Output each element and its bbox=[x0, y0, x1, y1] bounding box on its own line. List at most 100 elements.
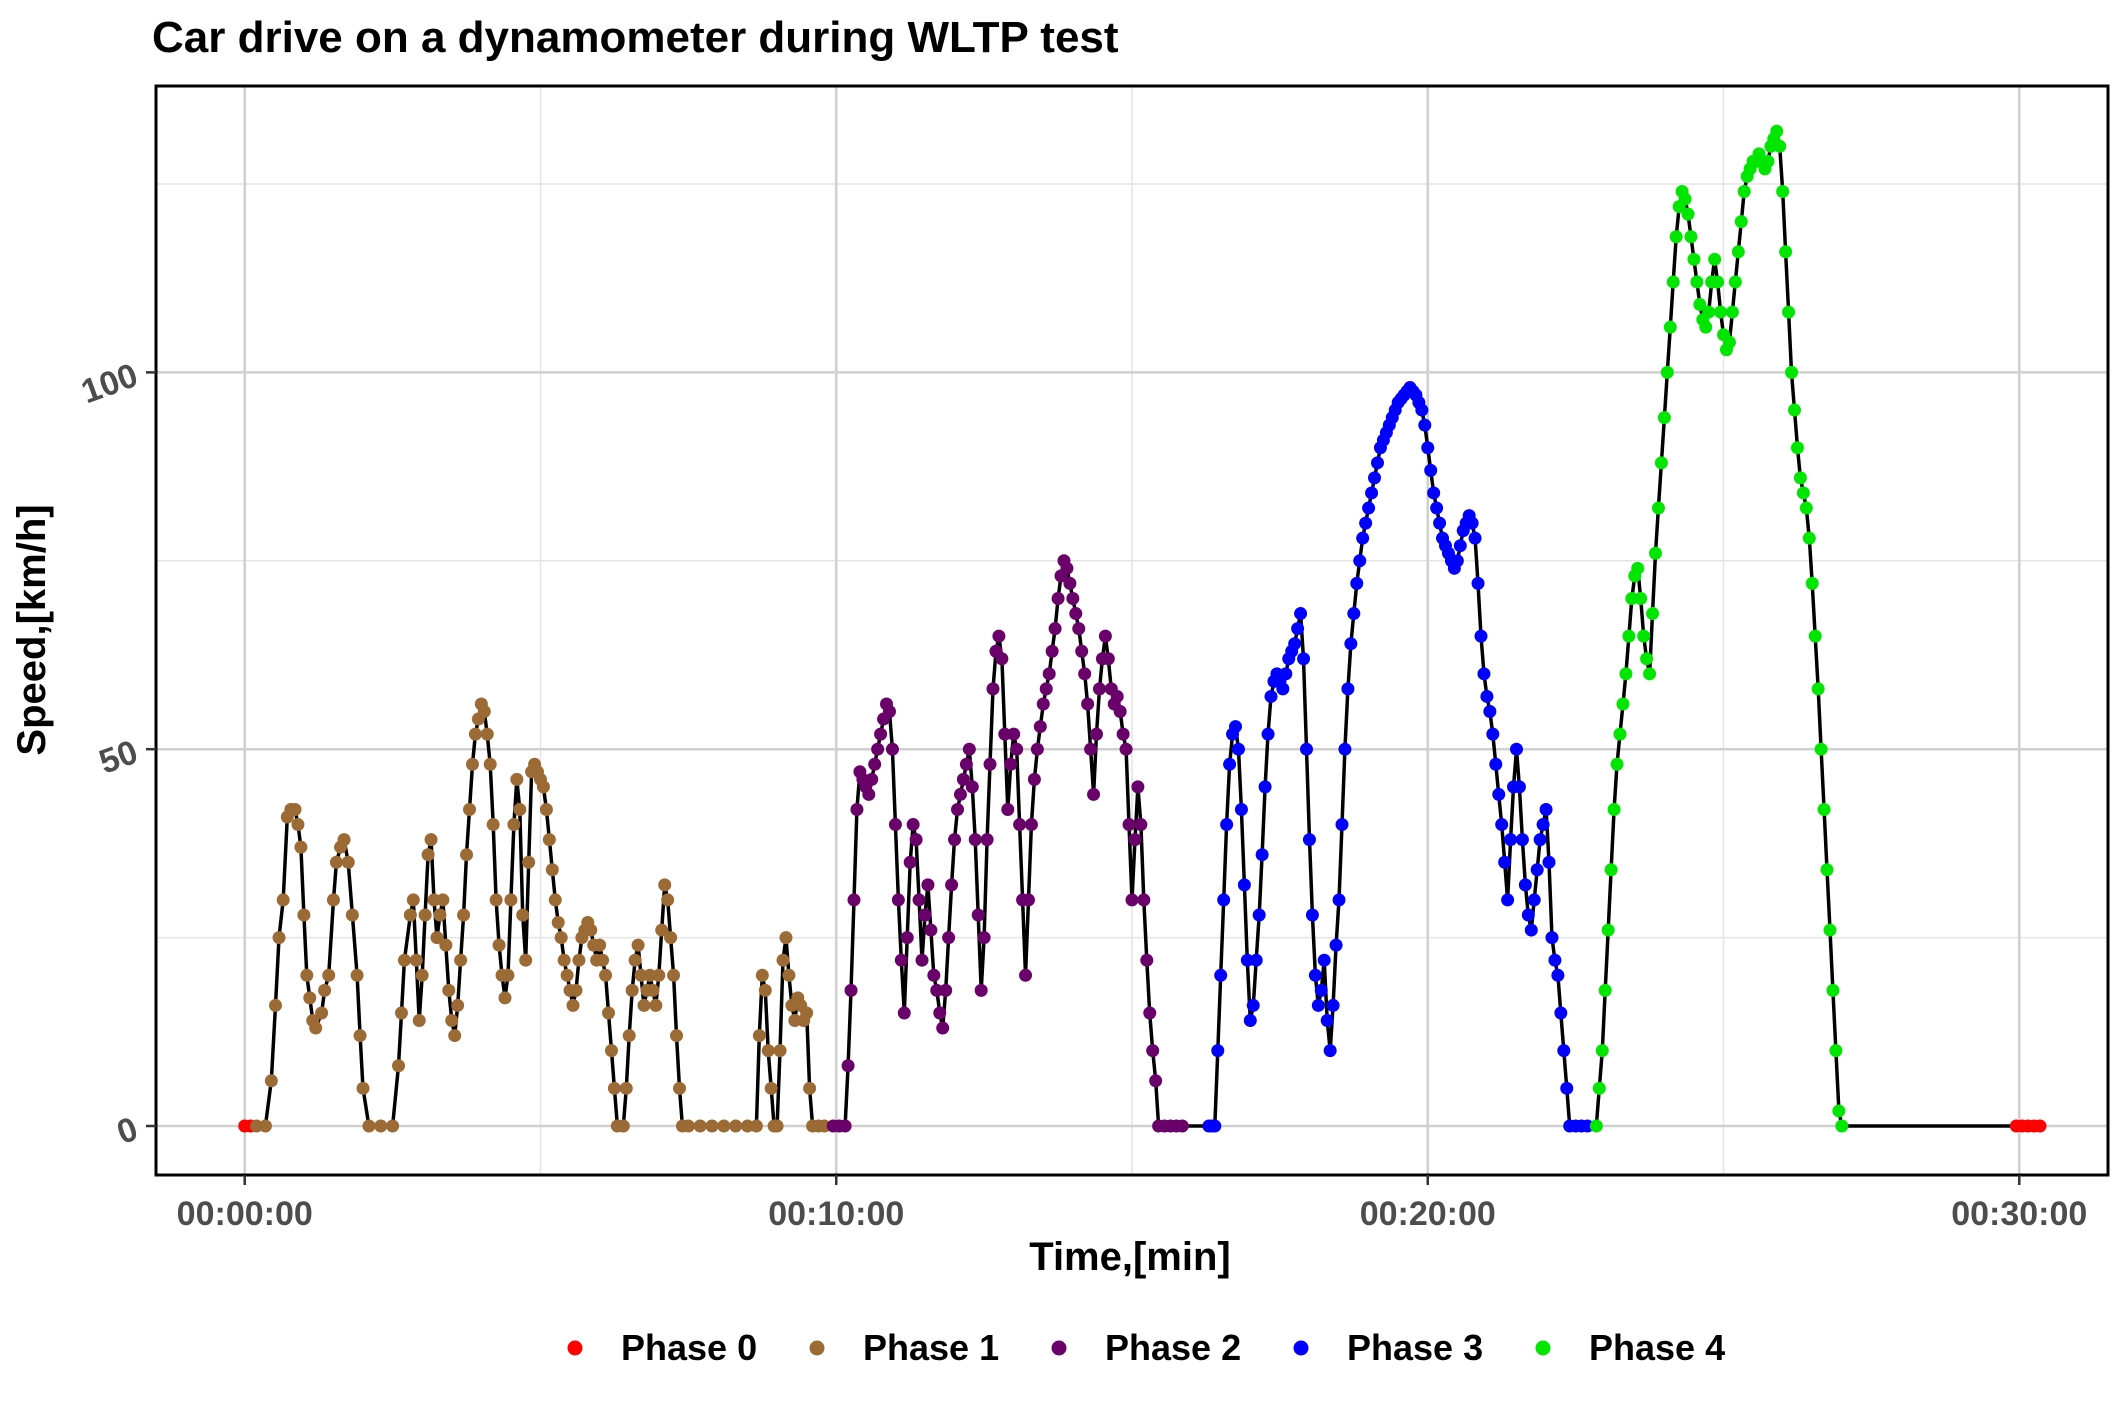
data-point bbox=[436, 893, 450, 907]
data-point bbox=[1474, 629, 1488, 643]
data-point bbox=[1512, 780, 1526, 794]
data-point bbox=[918, 908, 932, 922]
data-point bbox=[909, 833, 923, 847]
data-point bbox=[980, 833, 994, 847]
data-point bbox=[1690, 275, 1704, 289]
data-point bbox=[1279, 667, 1293, 681]
data-point bbox=[672, 1081, 686, 1095]
data-point bbox=[1790, 441, 1804, 455]
data-point bbox=[1223, 757, 1237, 771]
data-point bbox=[661, 893, 675, 907]
data-point bbox=[1140, 953, 1154, 967]
data-point bbox=[412, 1014, 426, 1028]
data-point bbox=[900, 931, 914, 945]
data-point bbox=[460, 848, 474, 862]
data-point bbox=[803, 1081, 817, 1095]
data-point bbox=[318, 983, 332, 997]
data-point bbox=[1554, 1006, 1568, 1020]
data-point bbox=[658, 878, 672, 892]
data-point bbox=[1341, 682, 1355, 696]
data-point bbox=[1521, 908, 1535, 922]
data-point bbox=[921, 878, 935, 892]
data-point bbox=[593, 938, 607, 952]
data-point bbox=[868, 757, 882, 771]
data-point bbox=[572, 953, 586, 967]
data-point bbox=[1530, 863, 1544, 877]
data-point bbox=[465, 757, 479, 771]
data-point bbox=[968, 833, 982, 847]
data-point bbox=[1802, 531, 1816, 545]
data-point bbox=[1832, 1104, 1846, 1118]
data-point bbox=[1063, 576, 1077, 590]
data-point bbox=[841, 1059, 855, 1073]
data-point bbox=[1637, 629, 1651, 643]
data-point bbox=[1619, 667, 1633, 681]
data-point bbox=[995, 652, 1009, 666]
data-point bbox=[882, 705, 896, 719]
data-point bbox=[939, 983, 953, 997]
chart-title: Car drive on a dynamometer during WLTP t… bbox=[152, 13, 1119, 62]
x-axis-title: Time,[min] bbox=[1029, 1235, 1231, 1279]
data-point bbox=[403, 908, 417, 922]
data-point bbox=[1098, 629, 1112, 643]
data-point bbox=[1335, 818, 1349, 832]
data-point bbox=[764, 1081, 778, 1095]
data-point bbox=[554, 931, 568, 945]
data-point bbox=[448, 1029, 462, 1043]
data-point bbox=[430, 931, 444, 945]
data-point bbox=[891, 893, 905, 907]
data-point bbox=[1294, 607, 1308, 621]
data-point bbox=[341, 855, 355, 869]
data-point bbox=[1134, 818, 1148, 832]
data-point bbox=[1039, 682, 1053, 696]
data-point bbox=[1616, 697, 1630, 711]
data-point bbox=[542, 833, 556, 847]
data-point bbox=[1483, 705, 1497, 719]
data-point bbox=[838, 1119, 852, 1133]
data-point bbox=[291, 818, 305, 832]
y-axis-ticks: 0 50 100 bbox=[76, 356, 156, 1152]
data-point bbox=[1013, 818, 1027, 832]
data-point bbox=[1592, 1081, 1606, 1095]
data-point bbox=[800, 1006, 814, 1020]
data-point bbox=[1557, 1044, 1571, 1058]
data-point bbox=[1498, 855, 1512, 869]
data-point bbox=[1113, 705, 1127, 719]
data-point bbox=[1131, 780, 1145, 794]
data-point bbox=[1654, 456, 1668, 470]
data-point bbox=[1782, 305, 1796, 319]
data-point bbox=[752, 1029, 766, 1043]
data-point bbox=[705, 1119, 719, 1133]
legend-label: Phase 4 bbox=[1589, 1327, 1725, 1368]
data-point bbox=[1081, 697, 1095, 711]
data-point bbox=[272, 931, 286, 945]
data-point bbox=[1045, 644, 1059, 658]
data-point bbox=[522, 855, 536, 869]
data-point bbox=[1344, 637, 1358, 651]
data-point bbox=[1796, 486, 1810, 500]
data-point bbox=[1480, 689, 1494, 703]
data-point bbox=[1033, 720, 1047, 734]
data-point bbox=[1143, 1006, 1157, 1020]
data-point bbox=[717, 1119, 731, 1133]
series-phase-4 bbox=[1589, 124, 1849, 1133]
data-point bbox=[1288, 637, 1302, 651]
data-point bbox=[1622, 629, 1636, 643]
data-point bbox=[1329, 938, 1343, 952]
data-point bbox=[1010, 742, 1024, 756]
x-tick-label: 00:00:00 bbox=[177, 1195, 313, 1233]
legend: Phase 0 Phase 1 Phase 2 Phase 3 Phase 4 bbox=[567, 1327, 1725, 1368]
data-point bbox=[1075, 644, 1089, 658]
data-point bbox=[897, 1006, 911, 1020]
data-point bbox=[1004, 757, 1018, 771]
legend-key bbox=[1293, 1340, 1309, 1356]
data-point bbox=[693, 1119, 707, 1133]
data-point bbox=[1362, 501, 1376, 515]
data-point bbox=[983, 757, 997, 771]
data-point bbox=[1264, 689, 1278, 703]
data-point bbox=[1036, 697, 1050, 711]
data-point bbox=[951, 802, 965, 816]
data-point bbox=[1835, 1119, 1849, 1133]
data-point bbox=[1326, 998, 1340, 1012]
data-point bbox=[596, 953, 610, 967]
